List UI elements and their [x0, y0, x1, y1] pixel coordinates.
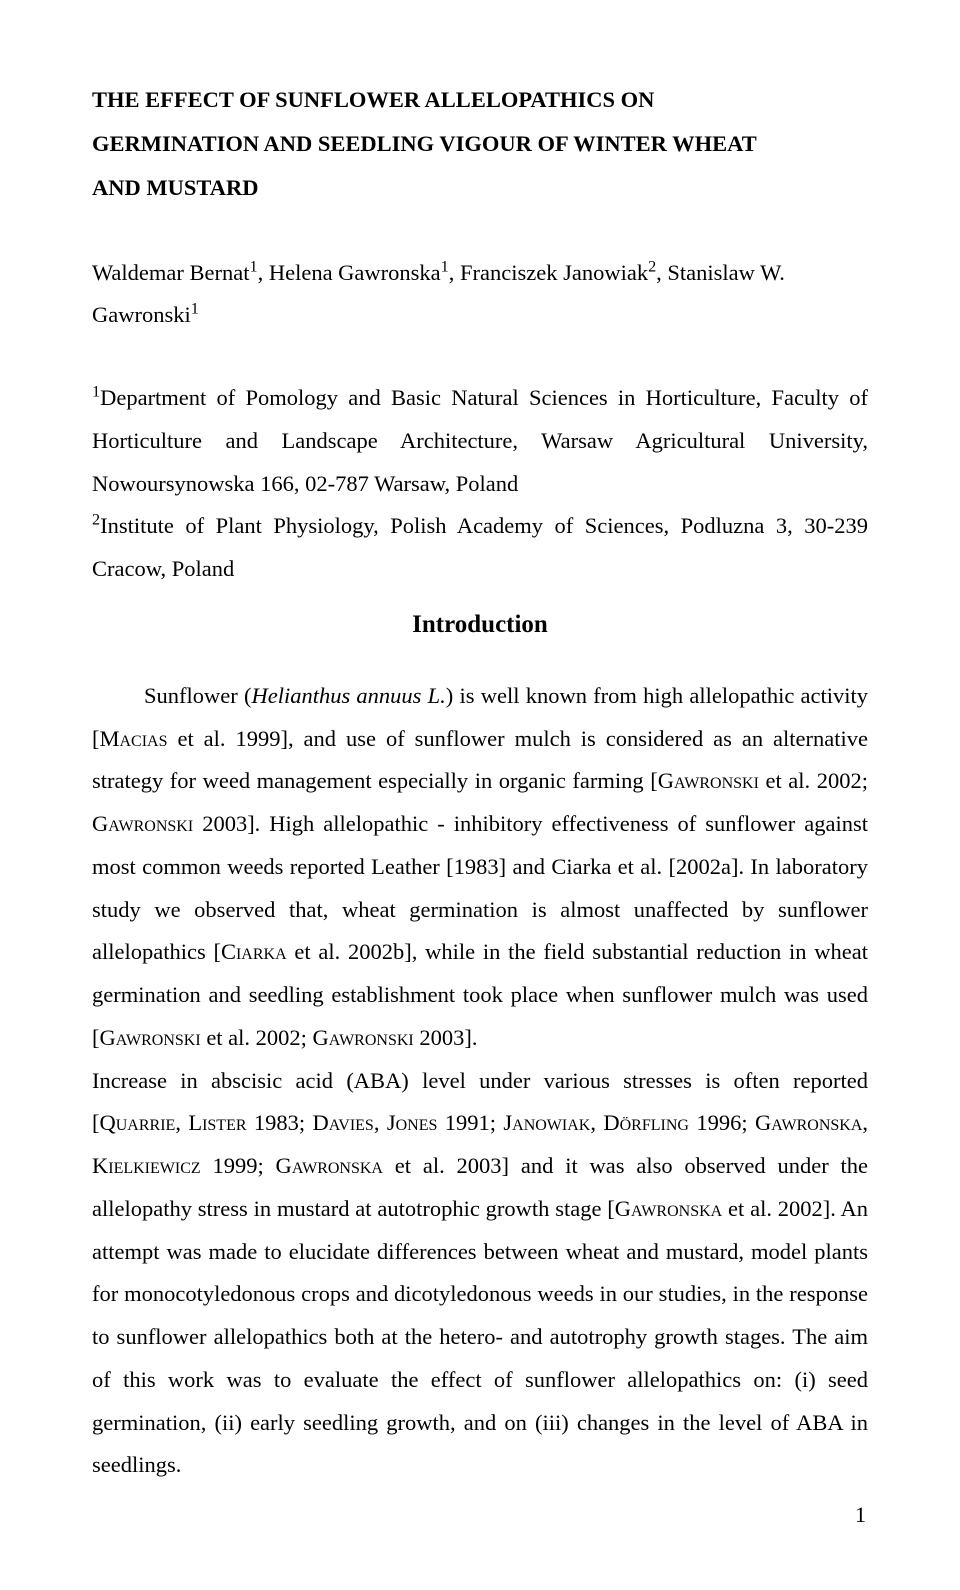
cite-janowiak: anowiak — [512, 1110, 590, 1135]
author-3: Franciszek Janowiak — [460, 260, 648, 285]
p2-e: 1991; J — [437, 1110, 512, 1135]
p1-f: 2003]. — [414, 1025, 478, 1050]
section-heading-introduction: Introduction — [92, 611, 868, 639]
cite-gawronska-1: awronska — [771, 1110, 862, 1135]
intro-paragraph-1: Sunflower (Helianthus annuus L.) is well… — [92, 675, 868, 1060]
affil-1-text: Department of Pomology and Basic Natural… — [92, 385, 868, 496]
cite-ciarka: iarka — [236, 939, 287, 964]
p2-g: 1996; G — [689, 1110, 771, 1135]
cite-gawronska-2: awronska — [292, 1153, 383, 1178]
title-line-1: THE EFFECT OF SUNFLOWER ALLELOPATHICS ON — [92, 87, 654, 112]
author-4-sup: 1 — [191, 300, 199, 318]
cite-lister: ister — [202, 1110, 246, 1135]
author-2-sup: 1 — [441, 257, 449, 275]
affil-2-text: Institute of Plant Physiology, Polish Ac… — [92, 513, 868, 581]
title-line-2: GERMINATION AND SEEDLING VIGOUR OF WINTE… — [92, 131, 757, 156]
affiliation-2: 2Institute of Plant Physiology, Polish A… — [92, 505, 868, 591]
p1-e: et al. 2002; G — [201, 1025, 329, 1050]
title-line-3: AND MUSTARD — [92, 175, 258, 200]
cite-jones: ones — [396, 1110, 438, 1135]
p1-lead: Sunflower ( — [144, 683, 251, 708]
cite-gawronska-3: awronska — [631, 1196, 722, 1221]
p2-i: 1999; G — [201, 1153, 292, 1178]
p2-d: , J — [374, 1110, 396, 1135]
author-1: Waldemar Bernat — [92, 260, 250, 285]
cite-davies: avies — [329, 1110, 374, 1135]
cite-gawronski-3: awronski — [116, 1025, 201, 1050]
author-3-sup: 2 — [648, 257, 656, 275]
intro-paragraph-2: Increase in abscisic acid (ABA) level un… — [92, 1060, 868, 1488]
author-line: Waldemar Bernat1, Helena Gawronska1, Fra… — [92, 252, 868, 338]
author-2: Helena Gawronska — [269, 260, 441, 285]
cite-dorfling: örfling — [620, 1110, 689, 1135]
affil-2-sup: 2 — [92, 511, 100, 529]
cite-kielkiewicz: ielkiewicz — [108, 1153, 200, 1178]
paper-title: THE EFFECT OF SUNFLOWER ALLELOPATHICS ON… — [92, 78, 868, 210]
cite-gawronski-4: awronski — [329, 1025, 414, 1050]
p2-k: et al. 2002]. An attempt was made to elu… — [92, 1196, 868, 1478]
cite-macias: acias — [120, 726, 168, 751]
affil-1-sup: 1 — [92, 383, 100, 401]
cite-quarrie: uarrie — [116, 1110, 176, 1135]
author-1-sup: 1 — [250, 257, 258, 275]
cite-gawronski-1: awronski — [674, 768, 759, 793]
cite-gawronski-2: awronski — [108, 811, 193, 836]
page-number: 1 — [855, 1502, 866, 1528]
affiliation-1: 1Department of Pomology and Basic Natura… — [92, 377, 868, 505]
p2-b: , L — [175, 1110, 202, 1135]
p2-c: 1983; D — [247, 1110, 329, 1135]
page: THE EFFECT OF SUNFLOWER ALLELOPATHICS ON… — [0, 0, 960, 1590]
p2-f: , D — [590, 1110, 619, 1135]
species-name: Helianthus annuus L. — [251, 683, 445, 708]
